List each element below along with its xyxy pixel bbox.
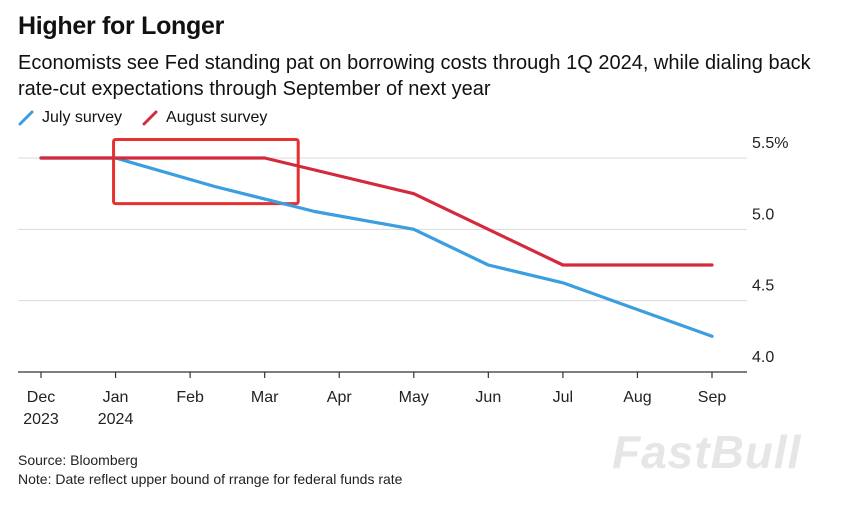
chart-legend: July survey August survey <box>18 109 287 127</box>
axis-layer: 5.5% 5.0 4.5 4.0 Dec 2023 Jan 2024 Feb Mar Apr May J… <box>18 135 788 428</box>
highlight-layer <box>112 137 300 206</box>
chart-subtitle: Economists see Fed standing pat on borro… <box>18 52 811 100</box>
legend-swatch-july-icon <box>18 110 34 126</box>
grid-layer <box>18 157 747 302</box>
x-tick-label: Jan <box>103 389 129 406</box>
chart-title: Higher for Longer <box>18 12 225 40</box>
x-tick-label: Dec <box>27 389 55 406</box>
y-tick-label: 4.0 <box>752 349 774 366</box>
x-tick-label-year: 2024 <box>98 411 134 428</box>
y-tick-label: 5.0 <box>752 206 774 223</box>
x-tick-label: Mar <box>251 389 279 406</box>
x-tick-label-year: 2023 <box>23 411 59 428</box>
legend-item-august: August survey <box>142 109 267 127</box>
series-layer <box>39 156 714 338</box>
series-line-august <box>39 156 714 267</box>
legend-swatch-august-icon <box>142 110 158 126</box>
y-tick-label: 4.5 <box>752 278 774 295</box>
x-tick-label: Sep <box>698 389 727 406</box>
legend-item-july: July survey <box>18 109 122 127</box>
legend-label-august: August survey <box>166 109 268 126</box>
x-tick-label: Aug <box>623 389 651 406</box>
highlight-box <box>112 137 300 206</box>
x-tick-label: Feb <box>176 389 204 406</box>
note-text: Note: Date reflect upper bound of rrange… <box>18 471 403 487</box>
x-tick-label: Jun <box>475 389 501 406</box>
x-tick-label: Jul <box>553 389 573 406</box>
legend-label-july: July survey <box>42 109 123 126</box>
x-tick-label: Apr <box>327 389 353 406</box>
watermark-logo: FastBull <box>612 426 802 478</box>
y-tick-label: 5.5% <box>752 135 788 152</box>
x-tick-label: May <box>399 389 429 406</box>
series-line-july <box>39 156 714 338</box>
source-text: Source: Bloomberg <box>18 452 138 468</box>
